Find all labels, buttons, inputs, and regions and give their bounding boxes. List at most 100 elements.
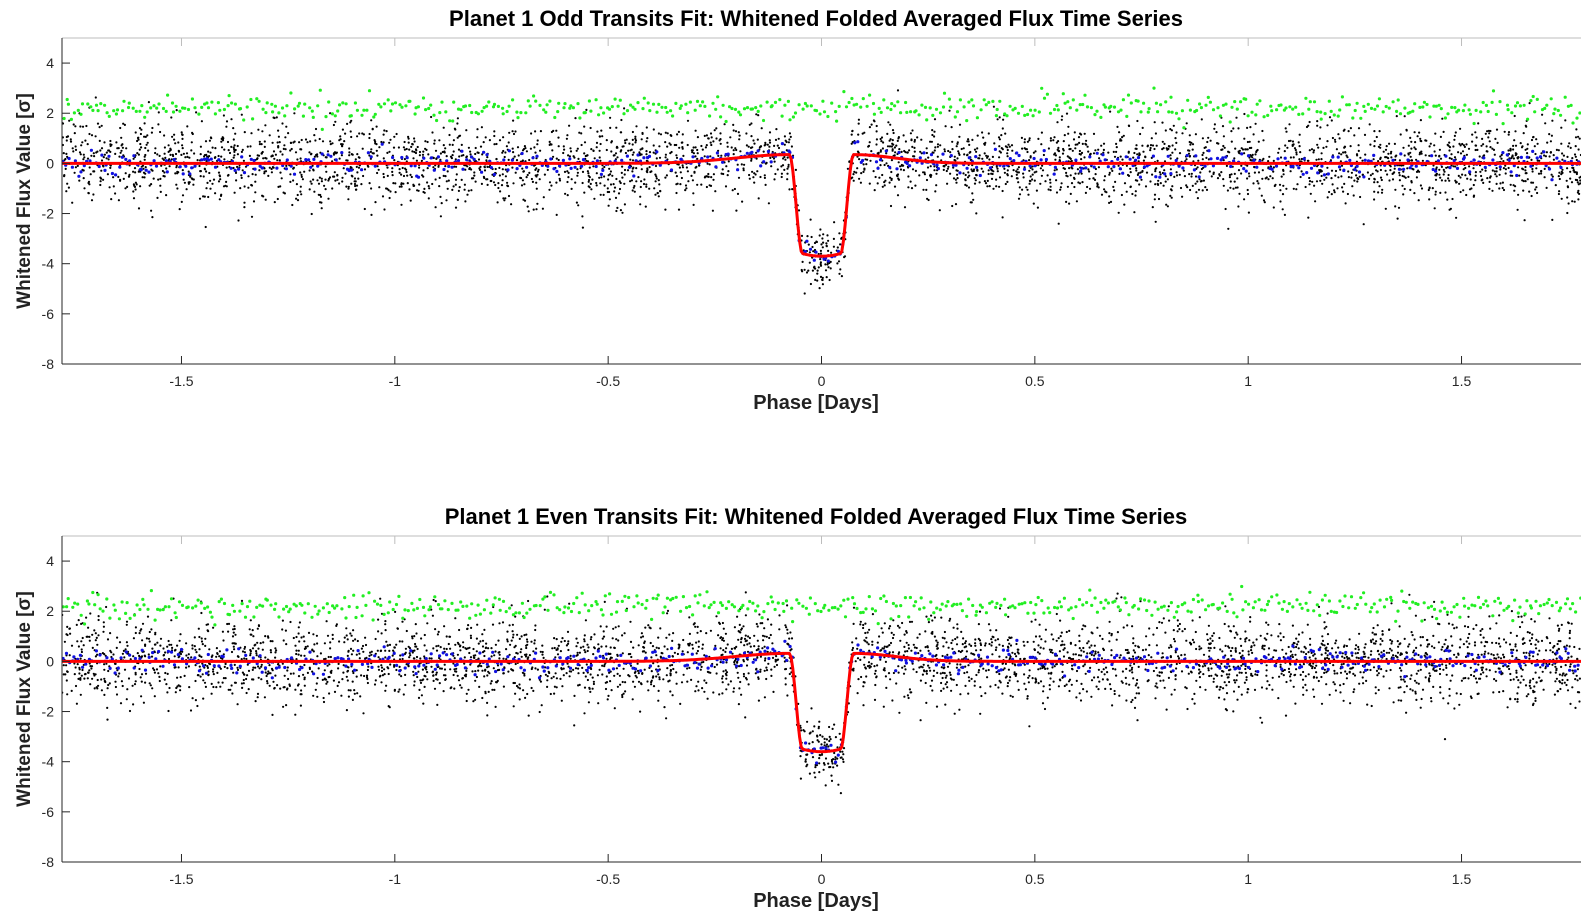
- odd-flux-point: [709, 132, 713, 135]
- odd-flux-point: [1076, 168, 1079, 171]
- odd-flux-point: [1292, 156, 1295, 159]
- even-flux-point: [515, 684, 519, 688]
- odd-flux-point: [808, 251, 812, 254]
- odd-flux-point: [1246, 140, 1249, 144]
- odd-flux-point: [653, 187, 656, 190]
- odd-flux-point: [1540, 169, 1543, 173]
- odd-residual-point: [1026, 112, 1030, 117]
- odd-flux-point: [1491, 147, 1494, 150]
- even-flux-point: [191, 697, 194, 700]
- odd-flux-point: [1467, 147, 1471, 150]
- odd-flux-point: [1573, 153, 1577, 156]
- odd-flux-point: [1257, 171, 1261, 174]
- odd-flux-point: [1252, 133, 1255, 136]
- odd-binned-point: [601, 168, 605, 172]
- even-flux-point: [939, 672, 942, 675]
- odd-residual-point: [885, 106, 890, 110]
- odd-flux-point: [132, 157, 135, 160]
- odd-residual-point: [708, 114, 712, 118]
- even-flux-point: [941, 636, 944, 639]
- odd-flux-point: [821, 237, 824, 240]
- odd-flux-point: [1569, 170, 1572, 173]
- odd-flux-point: [299, 157, 302, 160]
- odd-flux-point: [137, 153, 140, 156]
- odd-residual-point: [925, 118, 929, 122]
- odd-flux-point: [1157, 183, 1160, 186]
- odd-flux-point: [623, 107, 626, 110]
- odd-flux-point: [819, 258, 822, 261]
- odd-flux-point: [356, 135, 359, 138]
- odd-flux-point: [693, 170, 696, 173]
- odd-flux-point: [681, 141, 684, 144]
- odd-flux-point: [1320, 152, 1323, 155]
- odd-flux-point: [1343, 145, 1347, 148]
- odd-flux-point: [592, 149, 595, 152]
- odd-residual-point: [967, 100, 971, 104]
- odd-flux-point: [557, 145, 560, 148]
- odd-flux-point: [474, 180, 477, 183]
- odd-flux-point: [213, 156, 216, 159]
- odd-residual-point: [96, 109, 100, 113]
- odd-flux-point: [1162, 184, 1165, 187]
- odd-flux-point: [276, 159, 279, 162]
- odd-flux-point: [508, 131, 511, 134]
- even-flux-point: [1192, 641, 1196, 644]
- odd-flux-point: [785, 140, 788, 144]
- odd-flux-point: [1491, 189, 1494, 192]
- odd-flux-point: [731, 189, 734, 192]
- odd-flux-point: [1247, 211, 1250, 214]
- odd-residual-point: [516, 116, 520, 120]
- odd-flux-point: [270, 167, 273, 171]
- odd-flux-point: [480, 182, 483, 185]
- odd-flux-point: [898, 148, 901, 151]
- odd-flux-point: [1023, 147, 1026, 150]
- odd-flux-point: [870, 150, 873, 153]
- odd-flux-point: [100, 177, 103, 180]
- odd-residual-point: [1250, 110, 1254, 114]
- odd-flux-point: [1308, 149, 1311, 152]
- odd-flux-point: [221, 139, 225, 142]
- odd-flux-point: [292, 166, 295, 169]
- odd-flux-point: [873, 189, 876, 192]
- odd-flux-point: [408, 148, 411, 151]
- odd-residual-point: [1297, 112, 1301, 116]
- odd-flux-point: [1023, 141, 1026, 144]
- even-flux-point: [655, 654, 658, 657]
- odd-flux-point: [1109, 110, 1112, 113]
- odd-flux-point: [483, 169, 487, 172]
- odd-flux-point: [1552, 158, 1555, 161]
- odd-flux-point: [1474, 144, 1478, 147]
- odd-flux-point: [467, 146, 470, 149]
- odd-flux-point: [371, 152, 374, 155]
- odd-binned-point: [284, 167, 288, 171]
- even-flux-point: [936, 641, 939, 644]
- odd-flux-point: [676, 133, 679, 136]
- odd-flux-point: [933, 135, 936, 138]
- odd-residual-point: [1013, 106, 1017, 110]
- odd-flux-point: [1283, 150, 1286, 153]
- odd-flux-point: [1441, 117, 1444, 120]
- odd-flux-point: [1265, 176, 1268, 179]
- odd-residual-point: [1408, 110, 1412, 114]
- odd-flux-point: [1519, 142, 1522, 145]
- odd-flux-point: [709, 141, 712, 144]
- odd-flux-point: [1566, 155, 1569, 158]
- odd-flux-point: [734, 130, 738, 133]
- odd-flux-point: [1375, 135, 1378, 139]
- odd-flux-point: [632, 186, 635, 189]
- odd-flux-point: [1405, 129, 1408, 132]
- odd-flux-point: [1573, 200, 1576, 203]
- odd-flux-point: [353, 182, 357, 186]
- odd-residual-point: [899, 111, 903, 115]
- odd-flux-point: [1488, 180, 1491, 183]
- odd-residual-point: [1490, 100, 1494, 104]
- odd-flux-point: [726, 141, 729, 144]
- odd-flux-point: [1571, 200, 1574, 203]
- odd-flux-point: [1282, 173, 1285, 176]
- odd-flux-point: [1331, 136, 1334, 140]
- odd-binned-point: [1022, 167, 1027, 171]
- odd-flux-point: [74, 148, 78, 151]
- odd-binned-point: [432, 168, 436, 172]
- odd-flux-point: [1066, 185, 1069, 188]
- odd-flux-point: [1552, 154, 1555, 157]
